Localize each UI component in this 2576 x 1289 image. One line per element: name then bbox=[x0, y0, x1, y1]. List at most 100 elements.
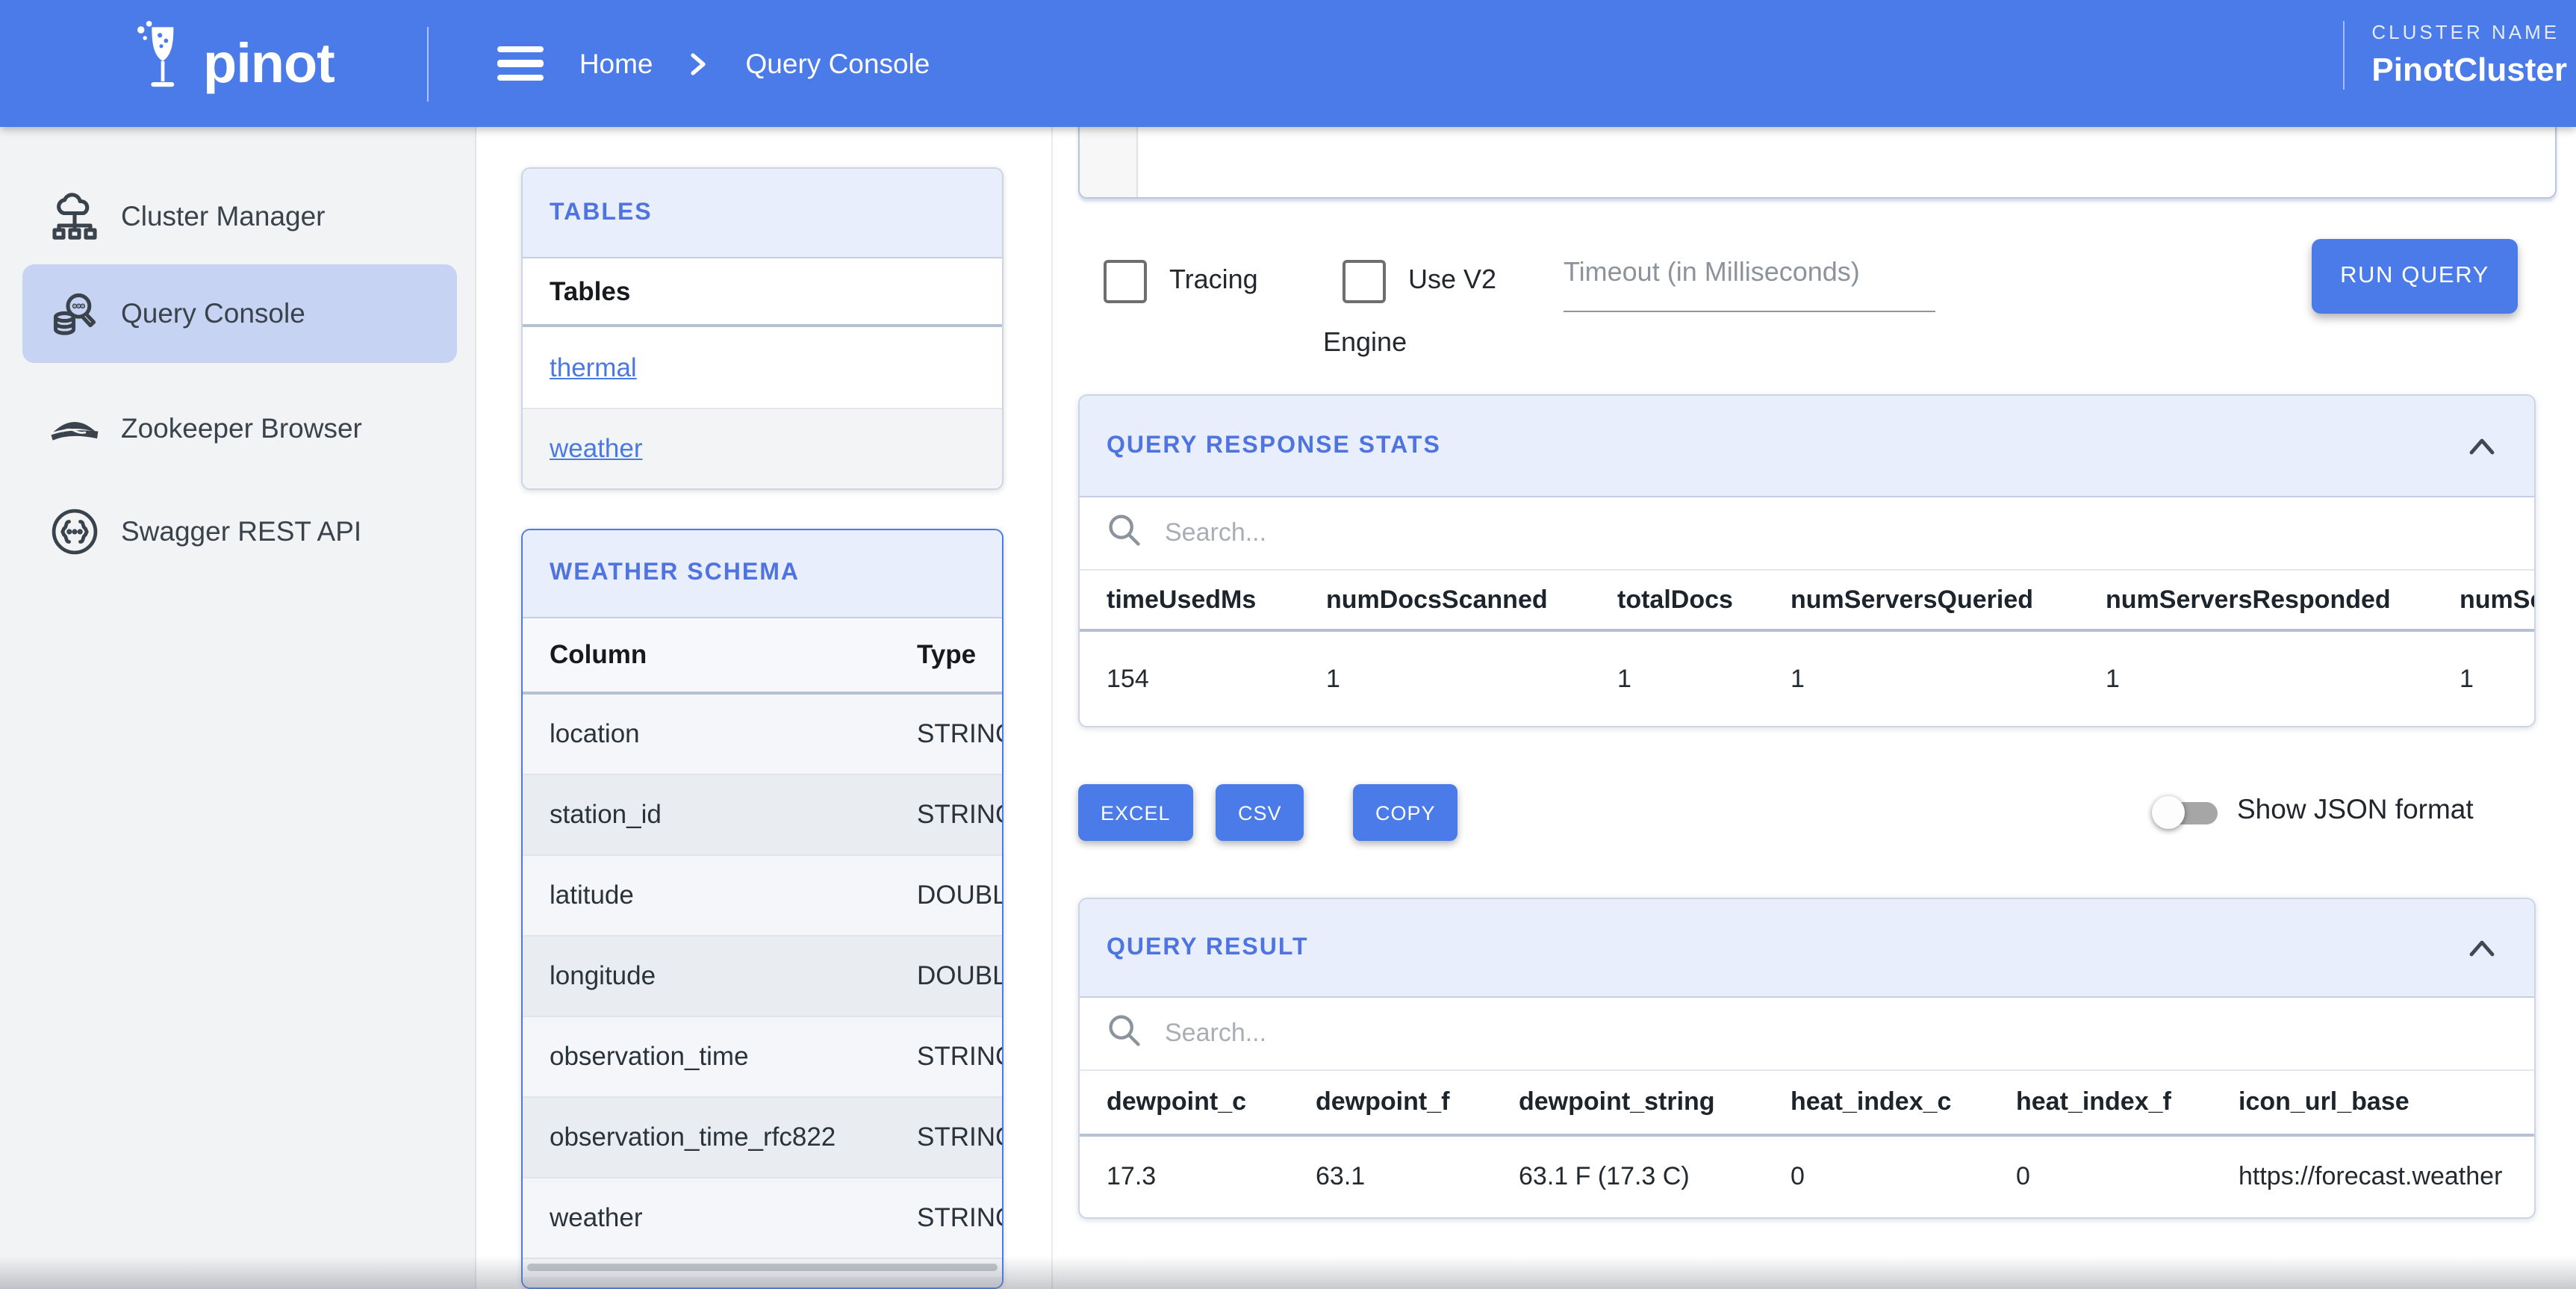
table-link-thermal[interactable]: thermal bbox=[550, 352, 637, 382]
schema-row: latitude DOUBLE bbox=[523, 856, 1002, 937]
stats-col-header: numServersQueried bbox=[1791, 585, 2034, 613]
schema-cell: observation_time bbox=[550, 1041, 749, 1071]
schema-horizontal-scrollbar bbox=[523, 1259, 1002, 1277]
use-v2-engine-checkbox[interactable] bbox=[1343, 260, 1386, 303]
top-header: pinot Home Query Console CLUSTER NAME Pi… bbox=[0, 0, 2576, 127]
query-response-stats-panel: QUERY RESPONSE STATS timeUsedMs numDocsS… bbox=[1078, 394, 2536, 727]
schema-row: weather STRING bbox=[523, 1178, 1002, 1259]
use-v2-label-line1: Use V2 bbox=[1408, 264, 1497, 294]
schema-cell: longitude bbox=[550, 960, 656, 990]
tracing-checkbox[interactable] bbox=[1104, 260, 1147, 303]
logo-wordmark: pinot bbox=[203, 32, 335, 93]
stats-search-input[interactable] bbox=[1162, 517, 1610, 550]
schema-col-header: Column bbox=[550, 639, 647, 669]
page-body: Cluster Manager Query Console bbox=[0, 127, 2576, 1289]
sidebar-item-label: Cluster Manager bbox=[121, 200, 326, 232]
breadcrumb-current: Query Console bbox=[745, 47, 930, 78]
schema-row: station_id STRING bbox=[523, 775, 1002, 856]
stats-panel-title: QUERY RESPONSE STATS bbox=[1107, 432, 1441, 458]
result-col-header: dewpoint_c bbox=[1107, 1087, 1247, 1116]
stats-cell: 154 bbox=[1107, 664, 1149, 692]
tables-panel-title: TABLES bbox=[550, 199, 653, 225]
collapse-chevron-icon[interactable] bbox=[2465, 434, 2498, 458]
stats-col-header: numSe bbox=[2460, 585, 2534, 613]
weather-schema-panel: WEATHER SCHEMA Column Type location STRI… bbox=[521, 529, 1004, 1289]
result-search-row bbox=[1080, 998, 2534, 1071]
schema-cell: DOUBLE bbox=[917, 960, 1002, 990]
result-col-header: icon_url_base bbox=[2239, 1087, 2409, 1116]
search-icon bbox=[1105, 510, 1144, 556]
schema-cell: station_id bbox=[550, 799, 662, 829]
query-result-panel: QUERY RESULT dewpoint_c dewpoint_f dewpo… bbox=[1078, 898, 2536, 1219]
stats-cell: 1 bbox=[2460, 664, 2474, 692]
schema-panel-header: WEATHER SCHEMA bbox=[523, 530, 1002, 618]
editor-line-gutter bbox=[1080, 127, 1138, 197]
result-search-input[interactable] bbox=[1162, 1017, 1610, 1050]
cluster-name-value: PinotCluster bbox=[2371, 51, 2567, 88]
stats-col-header: numDocsScanned bbox=[1326, 585, 1548, 613]
sidebar-item-query-console[interactable]: Query Console bbox=[22, 264, 457, 363]
schema-cell: STRING bbox=[917, 1202, 1002, 1232]
table-row[interactable]: weather bbox=[523, 408, 1002, 488]
schema-cell: latitude bbox=[550, 880, 634, 910]
schema-row: observation_time STRING bbox=[523, 1017, 1002, 1098]
query-console-icon bbox=[48, 287, 102, 341]
excel-button[interactable]: EXCEL bbox=[1078, 784, 1193, 841]
sidebar-item-label: Query Console bbox=[121, 297, 305, 329]
search-icon bbox=[1105, 1010, 1144, 1057]
schema-table-header: Column Type bbox=[523, 618, 1002, 695]
timeout-input[interactable] bbox=[1564, 234, 1935, 312]
pinot-logo-icon bbox=[131, 18, 191, 109]
breadcrumb-home[interactable]: Home bbox=[579, 47, 653, 78]
query-editor[interactable] bbox=[1078, 127, 2557, 199]
scrollbar-thumb[interactable] bbox=[527, 1264, 998, 1271]
show-json-toggle[interactable] bbox=[2152, 793, 2224, 832]
hamburger-menu-icon[interactable] bbox=[497, 46, 544, 81]
schema-cell: location bbox=[550, 718, 640, 748]
schema-cell: weather bbox=[550, 1202, 643, 1232]
result-cell: 63.1 F (17.3 C) bbox=[1519, 1162, 1690, 1190]
tracing-label: Tracing bbox=[1169, 264, 1258, 294]
result-table-row: 17.3 63.1 63.1 F (17.3 C) 0 0 https://fo… bbox=[1080, 1137, 2534, 1217]
stats-table-header: timeUsedMs numDocsScanned totalDocs numS… bbox=[1080, 571, 2534, 632]
schema-cell: DOUBLE bbox=[917, 880, 1002, 910]
cluster-divider bbox=[2342, 21, 2345, 90]
schema-col-header: Type bbox=[917, 639, 977, 669]
result-cell: 17.3 bbox=[1107, 1162, 1157, 1190]
table-link-weather[interactable]: weather bbox=[550, 433, 643, 463]
result-col-header: dewpoint_f bbox=[1316, 1087, 1450, 1116]
schema-row: longitude DOUBLE bbox=[523, 937, 1002, 1017]
stats-cell: 1 bbox=[1617, 664, 1631, 692]
use-v2-label-line2: Engine bbox=[1323, 327, 1407, 357]
schema-cell: STRING bbox=[917, 799, 1002, 829]
result-col-header: heat_index_f bbox=[2016, 1087, 2171, 1116]
stats-panel-header: QUERY RESPONSE STATS bbox=[1080, 396, 2534, 497]
stats-table-row: 154 1 1 1 1 1 bbox=[1080, 632, 2534, 726]
copy-button[interactable]: COPY bbox=[1353, 784, 1458, 841]
swagger-api-icon bbox=[48, 505, 102, 559]
zookeeper-icon bbox=[48, 402, 102, 456]
stats-search-row bbox=[1080, 497, 2534, 571]
result-col-header: dewpoint_string bbox=[1519, 1087, 1715, 1116]
result-cell: https://forecast.weather bbox=[2239, 1162, 2503, 1190]
content-divider bbox=[1051, 127, 1053, 1289]
collapse-chevron-icon[interactable] bbox=[2465, 936, 2498, 960]
schema-cell: STRING bbox=[917, 1041, 1002, 1071]
schema-row: location STRING bbox=[523, 695, 1002, 775]
stats-col-header: totalDocs bbox=[1617, 585, 1733, 613]
schema-row: observation_time_rfc822 STRING bbox=[523, 1098, 1002, 1178]
stats-col-header: timeUsedMs bbox=[1107, 585, 1257, 613]
result-cell: 63.1 bbox=[1316, 1162, 1366, 1190]
result-col-header: heat_index_c bbox=[1791, 1087, 1952, 1116]
table-row[interactable]: thermal bbox=[523, 327, 1002, 408]
run-query-button[interactable]: RUN QUERY bbox=[2312, 239, 2518, 314]
sidebar-item-swagger-rest-api[interactable]: Swagger REST API bbox=[0, 488, 476, 575]
sidebar-item-cluster-manager[interactable]: Cluster Manager bbox=[0, 173, 476, 260]
sidebar-item-zookeeper-browser[interactable]: Zookeeper Browser bbox=[0, 385, 476, 472]
pinot-logo[interactable]: pinot bbox=[131, 18, 335, 109]
schema-partial-row bbox=[523, 1277, 1002, 1288]
schema-cell: STRING bbox=[917, 718, 1002, 748]
csv-button[interactable]: CSV bbox=[1216, 784, 1304, 841]
toggle-thumb bbox=[2152, 796, 2185, 829]
